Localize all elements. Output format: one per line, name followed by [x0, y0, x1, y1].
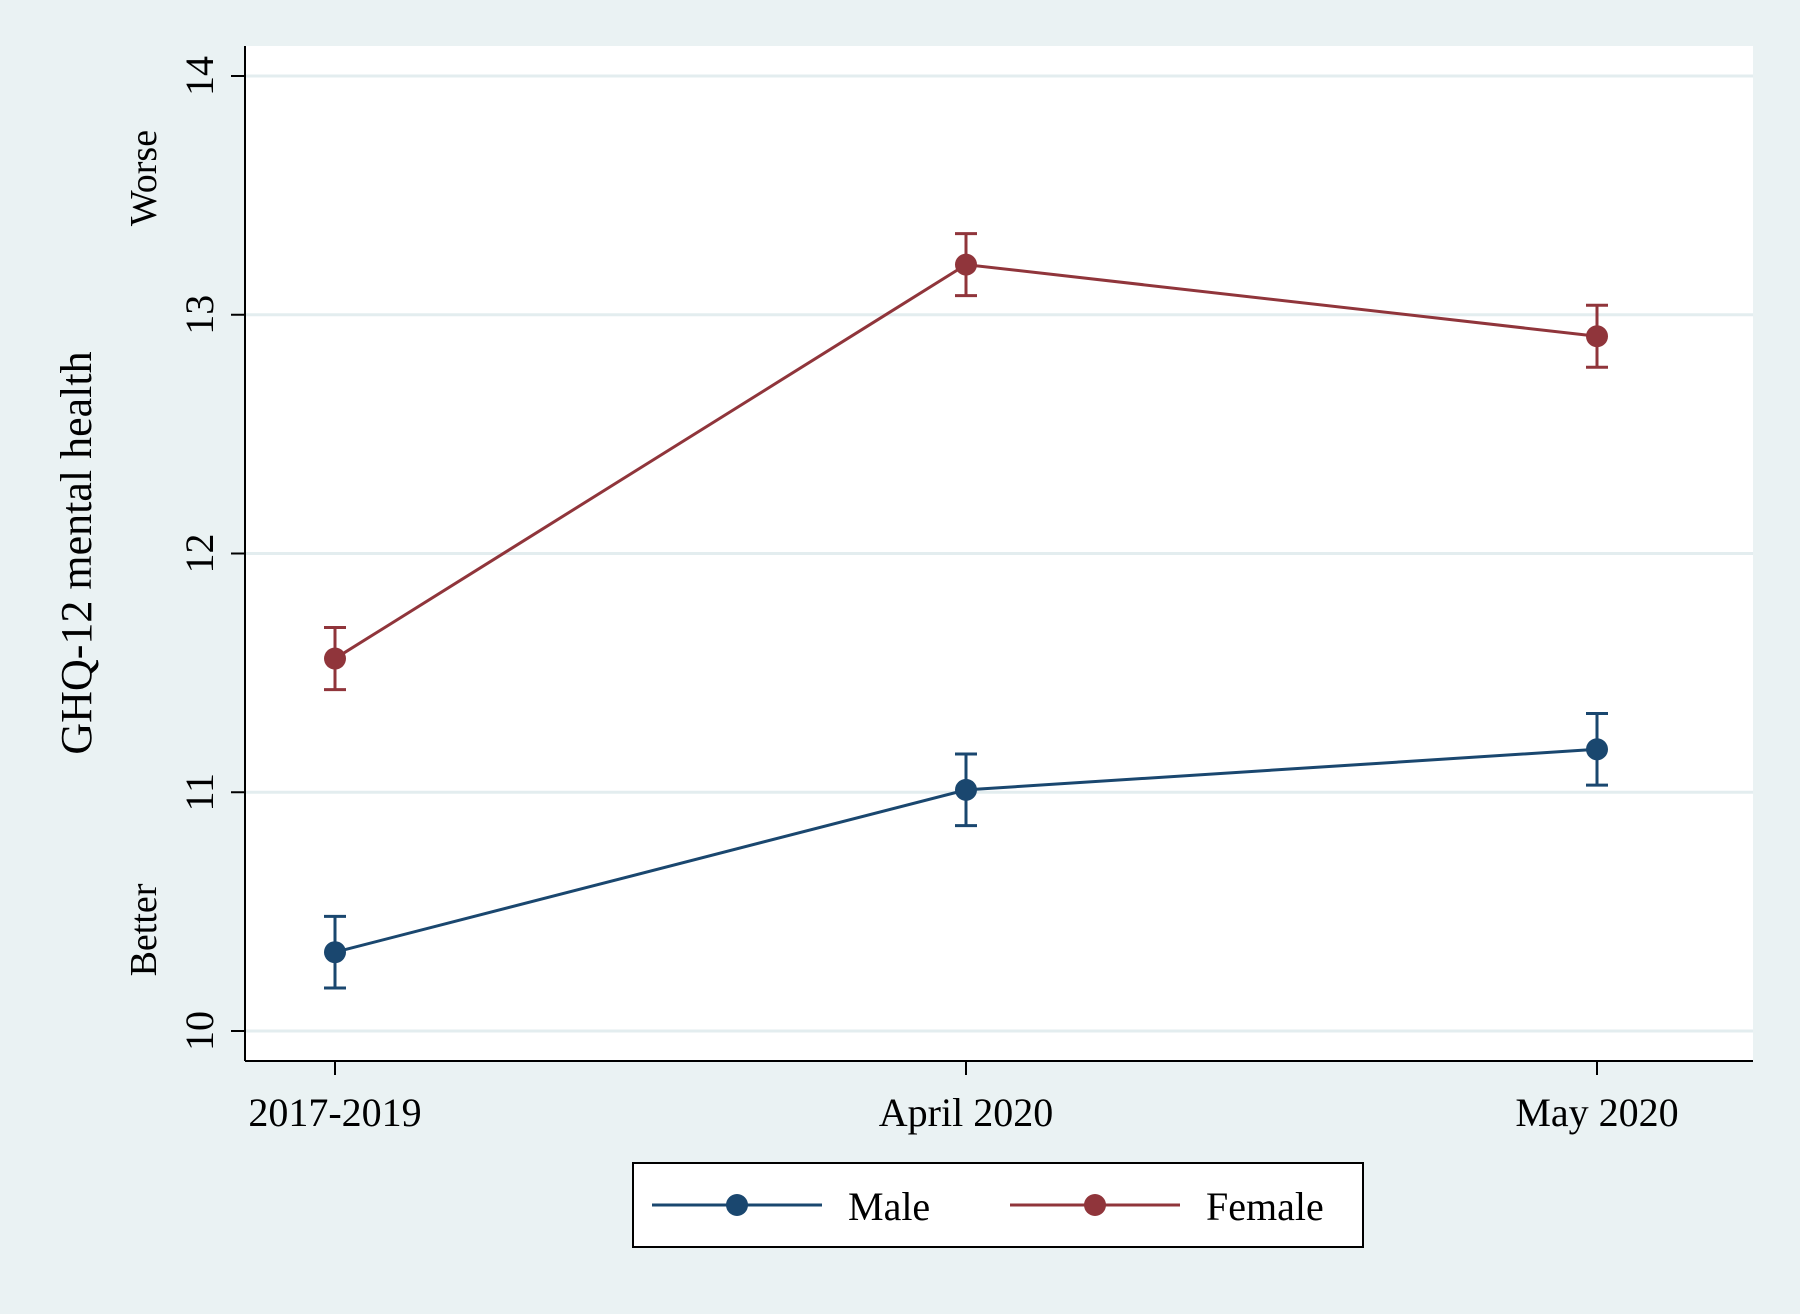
- legend-label-female: Female: [1206, 1184, 1324, 1229]
- data-point-female-0: [324, 647, 346, 670]
- series-female: [324, 232, 1608, 692]
- y-tick-label-10: 10: [177, 1011, 222, 1051]
- legend-marker-female: [1084, 1194, 1106, 1216]
- legend: Male Female: [632, 1162, 1364, 1248]
- x-tick-label-1: April 2020: [879, 1090, 1053, 1135]
- y-tick-label-13: 13: [177, 295, 222, 335]
- y-tick-label-11: 11: [177, 773, 222, 812]
- data-point-female-2: [1586, 325, 1608, 348]
- data-point-male-2: [1586, 738, 1608, 761]
- series-male: [324, 711, 1608, 990]
- x-axis-ticks: 2017-2019 April 2020 May 2020: [248, 1061, 1679, 1135]
- legend-label-male: Male: [848, 1184, 930, 1229]
- data-series: [324, 232, 1608, 990]
- y-axis-title: GHQ-12 mental health: [52, 351, 101, 754]
- data-point-female-1: [955, 253, 977, 276]
- y-tick-label-14: 14: [177, 56, 222, 96]
- y-axis-ticks: 10 11 12 13 14: [177, 56, 245, 1051]
- annotation-worse: Worse: [123, 130, 165, 226]
- y-tick-label-12: 12: [177, 534, 222, 574]
- gridlines: [246, 74, 1753, 1033]
- x-tick-label-2: May 2020: [1515, 1090, 1678, 1135]
- data-point-male-0: [324, 941, 346, 964]
- annotation-better: Better: [123, 883, 165, 976]
- data-point-male-1: [955, 778, 977, 801]
- legend-marker-male: [726, 1194, 748, 1216]
- x-tick-label-0: 2017-2019: [248, 1090, 421, 1135]
